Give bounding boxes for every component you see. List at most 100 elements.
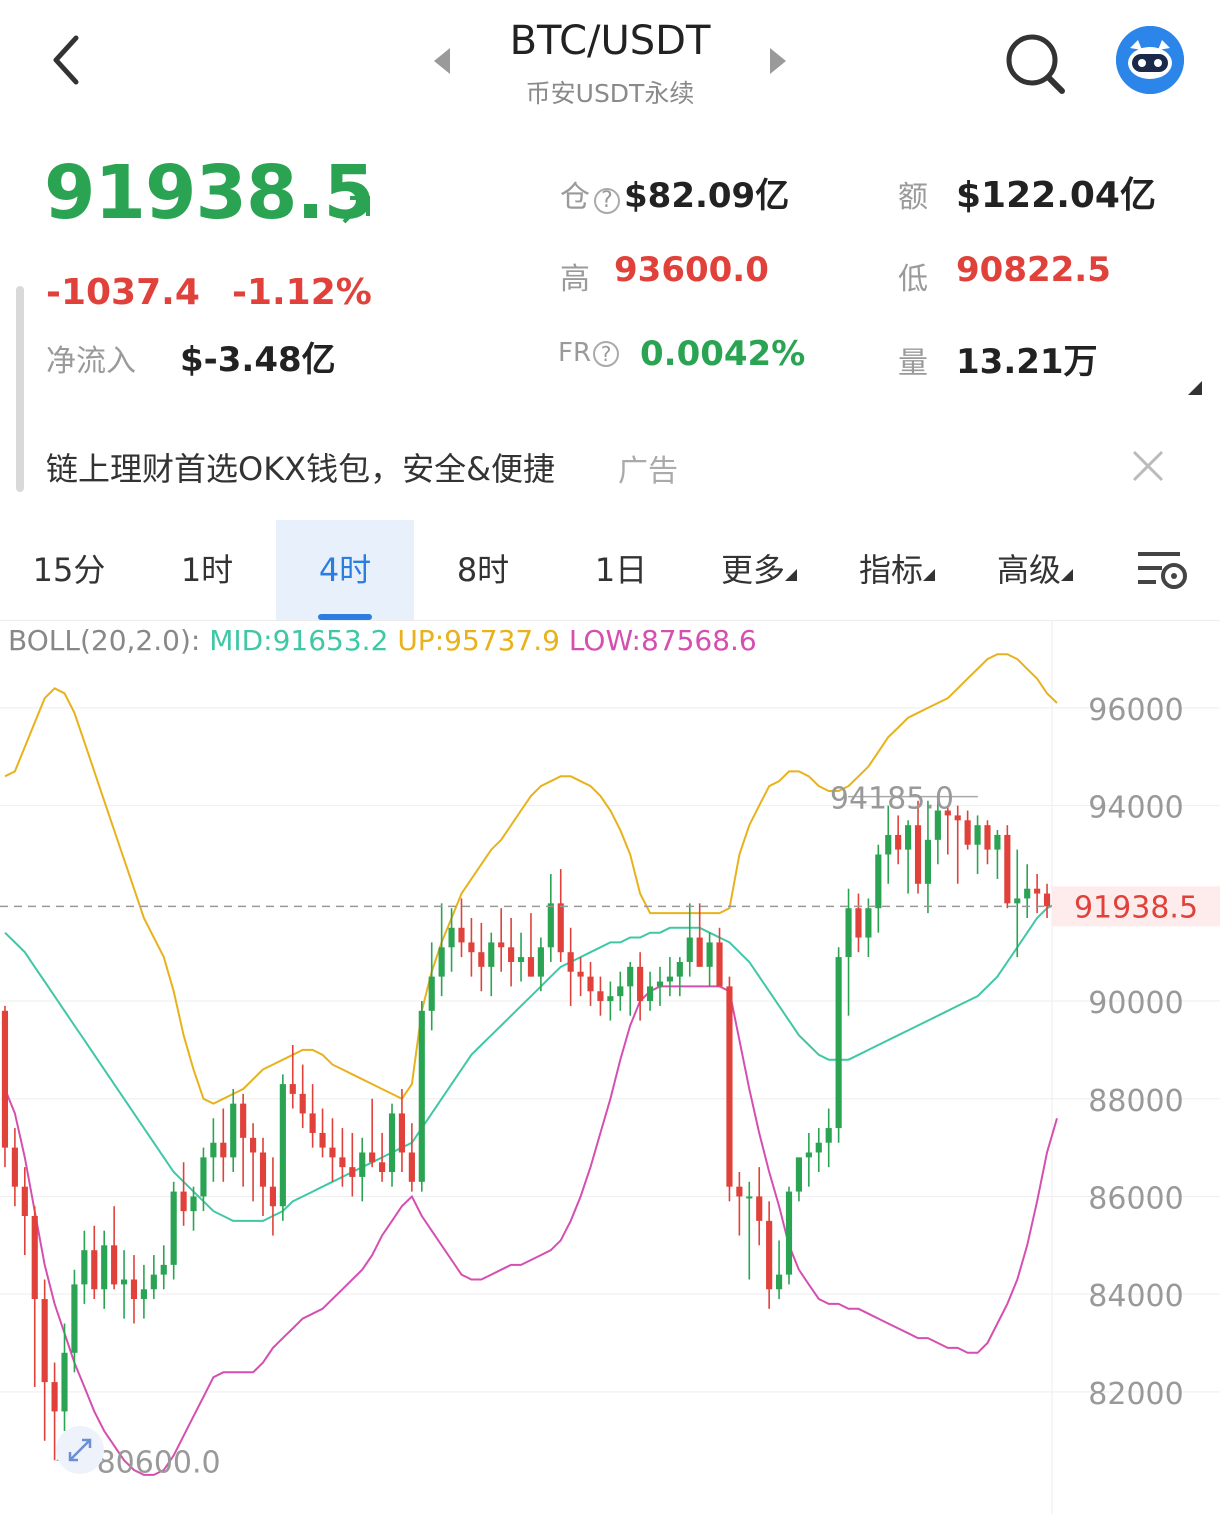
dropdown-corner-icon (923, 569, 935, 581)
y-tick-label: 82000 (1088, 1377, 1183, 1412)
pair-title[interactable]: BTC/USDT (509, 18, 711, 64)
y-tick-label: 84000 (1088, 1279, 1183, 1314)
net-inflow-value: $-3.48亿 (180, 340, 336, 380)
candle-body (805, 1152, 812, 1158)
max-price-label: 94185.0 (830, 782, 954, 817)
ad-text[interactable]: 链上理财首选OKX钱包，安全&便捷 (46, 450, 556, 488)
close-icon[interactable] (1130, 448, 1166, 488)
tab-1d[interactable]: 1日 (594, 551, 648, 589)
candle-body (726, 986, 733, 1187)
candle-body (458, 927, 465, 943)
candle-body (686, 937, 693, 962)
candle-body (240, 1103, 247, 1138)
candle-body (815, 1142, 822, 1153)
candle-body (905, 825, 912, 850)
tab-4h[interactable]: 4时 (276, 520, 414, 620)
candle-body (309, 1113, 316, 1133)
candle-body (111, 1245, 118, 1285)
candle-body (617, 986, 624, 997)
candle-body (795, 1157, 803, 1192)
exchange-subtitle: 币安USDT永续 (525, 79, 695, 108)
info-icon[interactable]: ? (593, 341, 620, 367)
candle-body (498, 942, 505, 948)
dropdown-corner-icon (785, 569, 797, 581)
candle-body (130, 1279, 138, 1300)
candle-body (508, 947, 515, 962)
candle-body (349, 1167, 356, 1177)
boll-low-line (4, 985, 1058, 1476)
candle-body (200, 1157, 207, 1197)
candle-body (577, 971, 584, 977)
candle-body (944, 810, 951, 816)
candle-body (1, 1010, 9, 1148)
candle-body (91, 1250, 98, 1290)
candle-body (637, 966, 644, 1002)
candle-body (527, 957, 535, 977)
candle-body (369, 1152, 376, 1163)
candle-body (1043, 893, 1051, 907)
candle-body (547, 903, 554, 948)
expand-corner-icon[interactable] (1188, 380, 1202, 399)
boll-legend: BOLL(20,2.0): MID:91653.2 UP:95737.9 LOW… (8, 624, 757, 657)
boll-low: LOW:87568.6 (568, 624, 757, 657)
candle-body (785, 1191, 793, 1275)
candle-body (587, 976, 594, 992)
candle-body (101, 1245, 108, 1290)
candle-body (299, 1093, 306, 1114)
candle-body (517, 957, 525, 962)
low-label: 低 (898, 262, 928, 297)
candle-body (160, 1264, 167, 1275)
candle-body (607, 996, 614, 1002)
dropdown-corner-icon (1061, 569, 1073, 581)
candle-body (140, 1289, 147, 1300)
candle-body (895, 834, 902, 850)
candle-body (736, 1186, 743, 1197)
candle-body (746, 1196, 753, 1199)
candle-body (488, 942, 495, 967)
tab-15m[interactable]: 15分 (32, 551, 106, 589)
next-pair-icon[interactable] (766, 46, 790, 80)
candle-body (388, 1113, 396, 1173)
boll-mid-line (4, 902, 1058, 1222)
candle-body (716, 942, 723, 987)
candle-body (914, 825, 922, 884)
candle-body (656, 981, 664, 987)
candle-body (428, 976, 435, 1011)
candle-body (81, 1250, 88, 1285)
tab-more-label: 更多 (720, 551, 785, 589)
prev-pair-icon[interactable] (430, 46, 454, 80)
candle-body (150, 1274, 157, 1290)
expand-arrows-icon[interactable] (56, 1426, 104, 1474)
candle-body (279, 1084, 286, 1207)
candle-body (448, 927, 455, 948)
y-tick-label: 88000 (1088, 1084, 1183, 1119)
candle-body (379, 1162, 386, 1173)
candlestick-chart[interactable]: 96000 94000 90000 88000 86000 84000 82000 91938… (0, 620, 1220, 1514)
candle-body (954, 815, 961, 821)
candle-body (259, 1152, 267, 1187)
candle-body (329, 1147, 336, 1158)
candle-body (359, 1152, 366, 1177)
high-label: 高 (560, 262, 590, 297)
tab-more[interactable]: 更多 (690, 520, 828, 620)
candle-body (51, 1382, 58, 1412)
info-icon[interactable]: ? (594, 188, 620, 214)
candle-body (924, 839, 932, 884)
tab-1h[interactable]: 1时 (180, 551, 234, 589)
search-icon[interactable] (1000, 28, 1070, 102)
tab-indicators[interactable]: 指标 (828, 520, 966, 620)
candle-body (1004, 834, 1011, 904)
candle-body (180, 1191, 187, 1212)
y-tick-label: 96000 (1088, 693, 1183, 728)
back-button[interactable] (40, 30, 100, 90)
candle-body (627, 966, 634, 987)
tab-advanced[interactable]: 高级 (966, 520, 1104, 620)
robot-avatar-icon[interactable] (1116, 26, 1184, 94)
tab-8h[interactable]: 8时 (456, 551, 510, 589)
candle-body (994, 834, 1001, 850)
candle-body (398, 1113, 406, 1153)
candle-body (11, 1147, 18, 1187)
candle-body (766, 1220, 773, 1290)
candle-body (468, 942, 475, 953)
chart-settings-icon[interactable] (1136, 548, 1188, 596)
